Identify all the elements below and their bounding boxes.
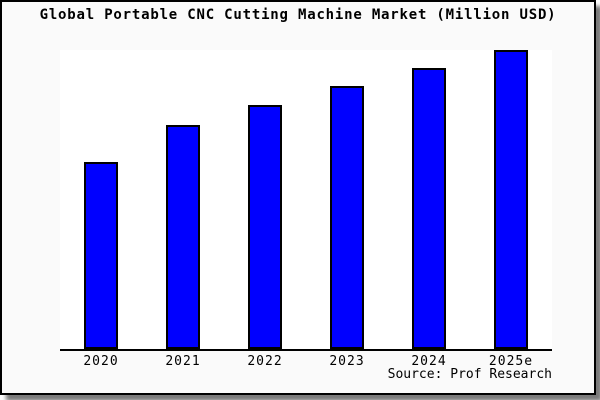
bar-2023 — [330, 85, 364, 349]
source-label: Source: Prof Research — [387, 367, 552, 382]
x-axis-label-2021: 2021 — [165, 354, 201, 369]
bar-2021 — [166, 124, 200, 349]
bar-slot — [142, 50, 224, 349]
x-axis-label-2020: 2020 — [83, 354, 119, 369]
plot-area — [60, 50, 552, 351]
chart-title: Global Portable CNC Cutting Machine Mark… — [39, 7, 557, 23]
x-axis-label-2025e: 2025e — [488, 354, 534, 369]
bar-slot — [224, 50, 306, 349]
bars — [60, 50, 552, 349]
bar-2022 — [248, 105, 282, 349]
x-axis-label-2023: 2023 — [329, 354, 365, 369]
bar-slot — [388, 50, 470, 349]
bar-2020 — [84, 162, 118, 349]
x-axis-labels: 2020 2021 2022 2023 2024 2025e — [60, 354, 552, 369]
bar-slot — [306, 50, 388, 349]
bar-slot — [470, 50, 552, 349]
x-axis-label-2024: 2024 — [411, 354, 447, 369]
bar-2024 — [412, 67, 446, 349]
x-axis-label-2022: 2022 — [247, 354, 283, 369]
bar-2025e — [494, 50, 528, 349]
bar-slot — [60, 50, 142, 349]
